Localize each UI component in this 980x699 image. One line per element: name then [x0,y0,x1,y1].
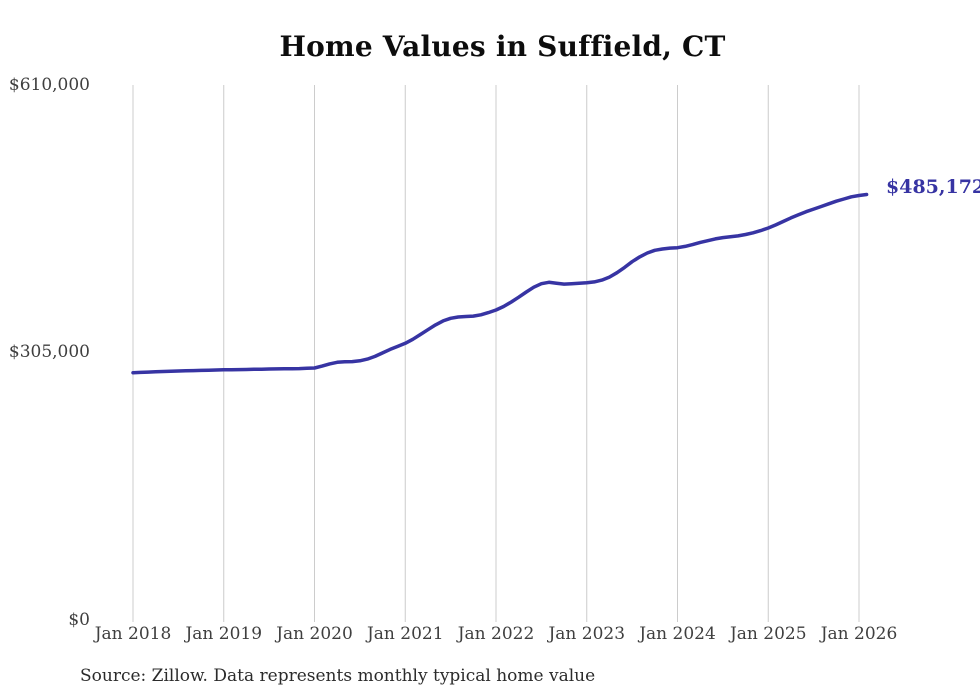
x-axis-tick-label: Jan 2018 [94,624,172,644]
source-note: Source: Zillow. Data represents monthly … [80,666,596,686]
y-axis-tick-label: $610,000 [8,75,90,95]
x-axis-tick-label: Jan 2022 [457,624,535,644]
x-axis-tick-label: Jan 2021 [366,624,444,644]
chart-title: Home Values in Suffield, CT [279,30,726,63]
y-axis-tick-label: $0 [68,610,90,630]
value-line [131,192,869,375]
y-axis-tick-label: $305,000 [8,342,90,362]
x-axis-tick-label: Jan 2019 [185,624,263,644]
x-axis-tick-label: Jan 2025 [729,624,807,644]
x-axis-tick-label: Jan 2023 [548,624,626,644]
x-axis-tick-label: Jan 2020 [276,624,353,644]
x-axis-tick-label: Jan 2026 [820,624,898,644]
latest-value-label: $485,172 [886,176,980,198]
x-axis-tick-label: Jan 2024 [639,624,716,644]
